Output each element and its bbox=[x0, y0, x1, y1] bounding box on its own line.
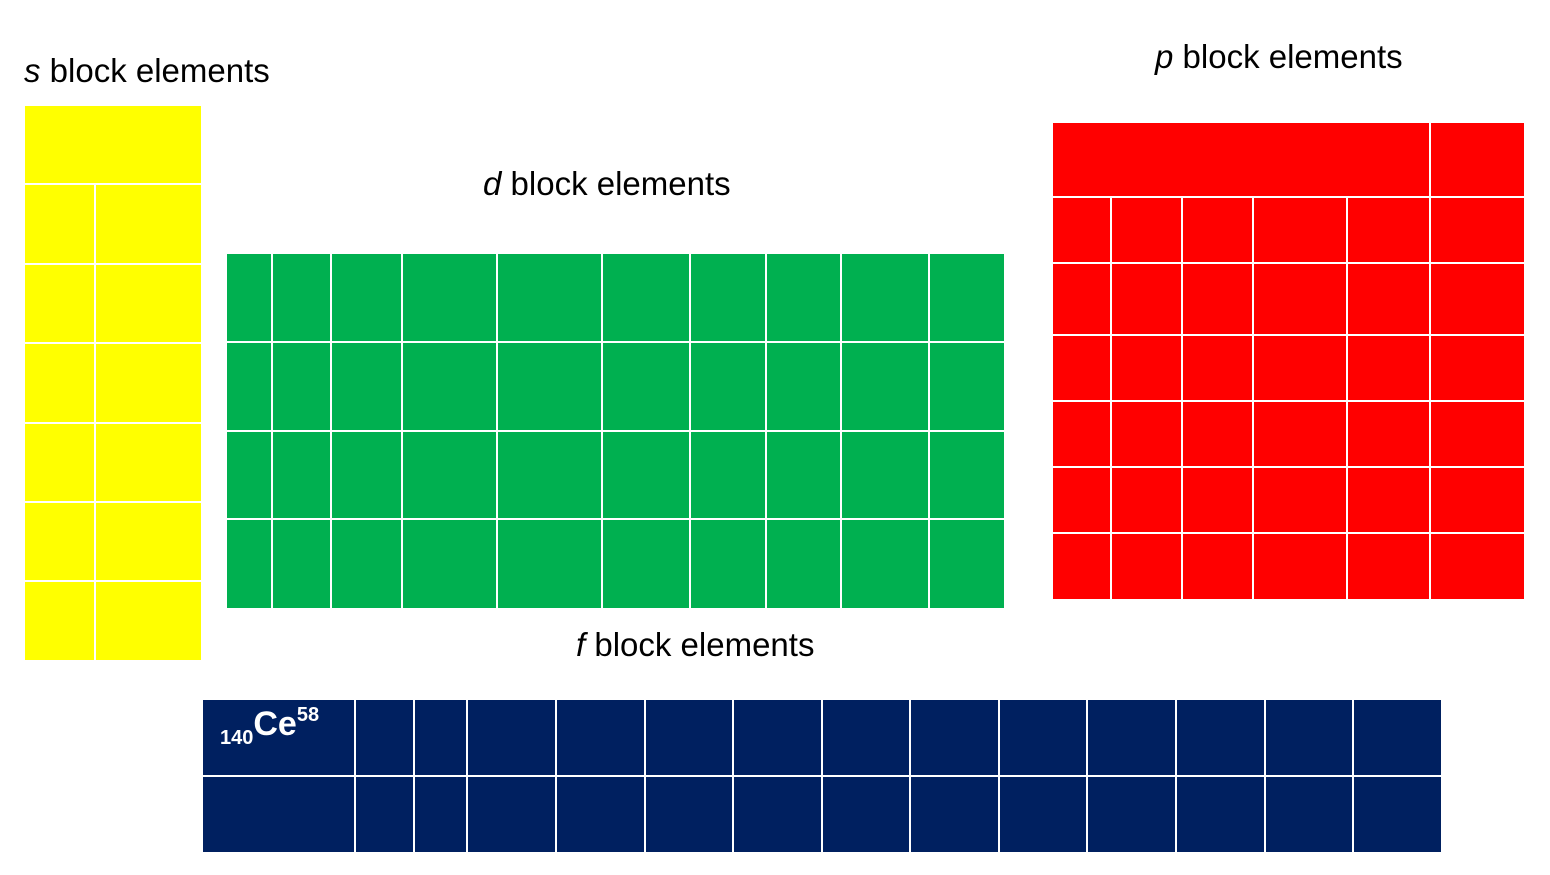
d-block-label: d block elements bbox=[483, 167, 731, 200]
d-block bbox=[227, 254, 1004, 608]
f-block-letter: f bbox=[576, 626, 586, 663]
cerium-mass-number: 140 bbox=[220, 727, 254, 749]
p-block-label: p block elements bbox=[1155, 40, 1403, 73]
s-block-area bbox=[25, 106, 201, 660]
f-block bbox=[203, 700, 1441, 852]
p-block-letter: p bbox=[1155, 38, 1174, 75]
cerium-atomic-number: 58 bbox=[296, 704, 320, 726]
f-block-text: block elements bbox=[585, 626, 815, 663]
p-block-area bbox=[1053, 123, 1524, 599]
d-block-letter: d bbox=[483, 165, 502, 202]
cerium-symbol: Ce bbox=[253, 705, 297, 743]
p-block-text: block elements bbox=[1173, 38, 1403, 75]
s-block-text: block elements bbox=[40, 52, 270, 89]
d-block-text: block elements bbox=[501, 165, 731, 202]
f-block-label: f block elements bbox=[576, 628, 814, 661]
p-block bbox=[1053, 123, 1524, 599]
s-block-label: s block elements bbox=[24, 54, 270, 87]
s-block-letter: s bbox=[24, 52, 41, 89]
cerium-cell-label: 140Ce58 bbox=[220, 704, 320, 748]
s-block bbox=[25, 106, 201, 660]
